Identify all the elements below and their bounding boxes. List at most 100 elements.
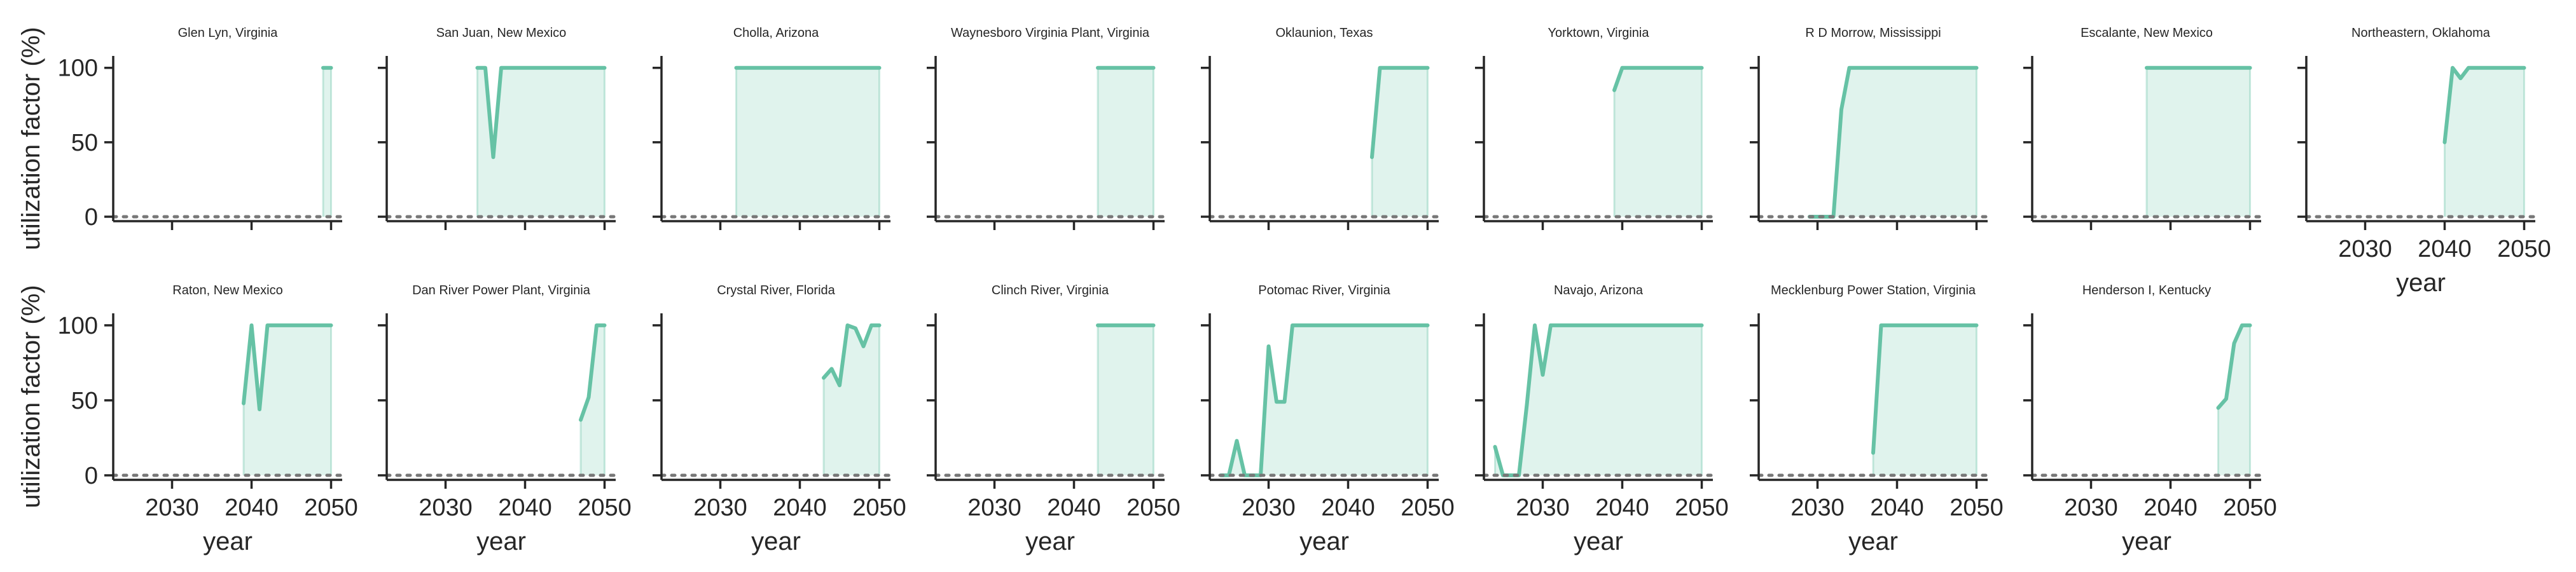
x-tick-label: 2050 [578, 494, 632, 521]
x-tick-label: 2050 [2497, 236, 2551, 262]
series-line [475, 65, 607, 160]
series-line [1612, 65, 1704, 92]
y-tick-label: 50 [71, 388, 98, 414]
series-area [244, 325, 331, 475]
x-axis-label: year [1299, 528, 1349, 555]
x-axis-label: year [2122, 528, 2171, 555]
x-tick-label: 2030 [967, 494, 1021, 521]
x-tick-label: 2040 [225, 494, 279, 521]
panel-title: Crystal River, Florida [717, 283, 835, 297]
series-area [2218, 325, 2250, 475]
series-area [477, 67, 605, 217]
chart-panel: Henderson I, Kentucky 2030 2040 2050 year [2023, 283, 2277, 555]
y-tick-label: 50 [71, 130, 98, 156]
chart-panel: Mecklenburg Power Station, Virginia 2030 2… [1750, 283, 2004, 555]
x-axis-label: year [1574, 528, 1623, 555]
x-tick-label: 2050 [1401, 494, 1455, 521]
panel-title: Dan River Power Plant, Virginia [412, 283, 591, 297]
series-line [1370, 65, 1430, 160]
chart-panel: Potomac River, Virginia 2030 2040 2050 year [1201, 283, 1455, 555]
chart-panel: R D Morrow, Mississippi [1750, 26, 1990, 230]
x-tick-label: 2030 [2064, 494, 2118, 521]
series-line [1871, 323, 1979, 455]
panel-title: Raton, New Mexico [172, 283, 282, 297]
x-tick-label: 2040 [1595, 494, 1649, 521]
panel-title: Escalante, New Mexico [2081, 26, 2213, 40]
series-line [822, 323, 882, 388]
x-tick-label: 2040 [1047, 494, 1101, 521]
chart-panel: Clinch River, Virginia 2030 2040 2050 year [927, 283, 1181, 555]
series-area [1098, 325, 1154, 475]
series-area [2147, 67, 2250, 217]
panel-title: Clinch River, Virginia [992, 283, 1109, 297]
chart-panel: Waynesboro Virginia Plant, Virginia [927, 26, 1167, 230]
x-tick-label: 2030 [1790, 494, 1845, 521]
series-area [1873, 325, 1977, 475]
x-axis-label: year [2396, 269, 2446, 297]
chart-panel: Cholla, Arizona [653, 26, 892, 230]
panel-title: Mecklenburg Power Station, Virginia [1771, 283, 1976, 297]
series-area [1810, 67, 1977, 217]
chart-panel: Oklaunion, Texas [1201, 26, 1441, 230]
y-axis-label: utilization factor (%) [17, 285, 45, 508]
x-tick-label: 2040 [1321, 494, 1375, 521]
chart-panel: Dan River Power Plant, Virginia 2030 2040 2… [378, 283, 632, 555]
x-tick-label: 2030 [1516, 494, 1570, 521]
x-tick-label: 2030 [693, 494, 747, 521]
x-tick-label: 2040 [2143, 494, 2198, 521]
chart-panel: Glen Lyn, Virginia 0 50 100 utilization fact… [17, 26, 344, 250]
series-area [581, 325, 605, 475]
x-tick-label: 2050 [1675, 494, 1729, 521]
x-axis-label: year [476, 528, 526, 555]
x-tick-label: 2050 [852, 494, 906, 521]
panel-title: R D Morrow, Mississippi [1805, 26, 1941, 40]
series-line [579, 323, 607, 422]
chart-panel: Raton, New Mexico 0 50 100 2030 2040 2050 utili… [17, 283, 358, 555]
chart-panel: Navajo, Arizona 2030 2040 2050 year [1475, 283, 1729, 555]
x-tick-label: 2030 [1242, 494, 1296, 521]
series-area [1372, 67, 1428, 217]
y-axis-label: utilization factor (%) [17, 27, 45, 250]
x-tick-label: 2050 [304, 494, 358, 521]
x-tick-label: 2050 [1949, 494, 2004, 521]
series-area [2444, 67, 2524, 217]
x-tick-label: 2030 [419, 494, 473, 521]
x-axis-label: year [1025, 528, 1075, 555]
panel-title: Henderson I, Kentucky [2082, 283, 2211, 297]
panel-title: Cholla, Arizona [733, 26, 819, 40]
panel-title: Oklaunion, Texas [1275, 26, 1373, 40]
series-area [1495, 325, 1702, 475]
x-tick-label: 2030 [145, 494, 199, 521]
series-area [323, 67, 331, 217]
chart-panel: Yorktown, Virginia [1475, 26, 1715, 230]
chart-panel: Northeastern, Oklahoma 2030 2040 2050 year [2297, 26, 2551, 297]
y-tick-label: 100 [58, 55, 98, 82]
series-line [1219, 323, 1430, 477]
chart-panel: Escalante, New Mexico [2023, 26, 2263, 230]
x-tick-label: 2050 [1126, 494, 1181, 521]
series-area [1098, 67, 1154, 217]
series-line [242, 323, 333, 412]
x-tick-label: 2040 [498, 494, 552, 521]
series-line [2216, 323, 2252, 410]
series-area [736, 67, 880, 217]
series-area [824, 325, 880, 475]
panel-title: Glen Lyn, Virginia [178, 26, 279, 40]
series-line [2442, 65, 2526, 144]
panel-title: Potomac River, Virginia [1258, 283, 1390, 297]
panel-title: San Juan, New Mexico [436, 26, 567, 40]
x-tick-label: 2040 [773, 494, 827, 521]
panel-title: Yorktown, Virginia [1548, 26, 1650, 40]
y-tick-label: 0 [85, 463, 98, 489]
chart-panel: Crystal River, Florida 2030 2040 2050 year [653, 283, 906, 555]
series-area [1614, 67, 1702, 217]
panel-title: Waynesboro Virginia Plant, Virginia [951, 26, 1150, 40]
x-axis-label: year [203, 528, 253, 555]
x-tick-label: 2050 [2223, 494, 2277, 521]
x-axis-label: year [751, 528, 801, 555]
panel-title: Northeastern, Oklahoma [2351, 26, 2491, 40]
x-tick-label: 2030 [2338, 236, 2392, 262]
y-tick-label: 0 [85, 204, 98, 231]
y-tick-label: 100 [58, 313, 98, 339]
